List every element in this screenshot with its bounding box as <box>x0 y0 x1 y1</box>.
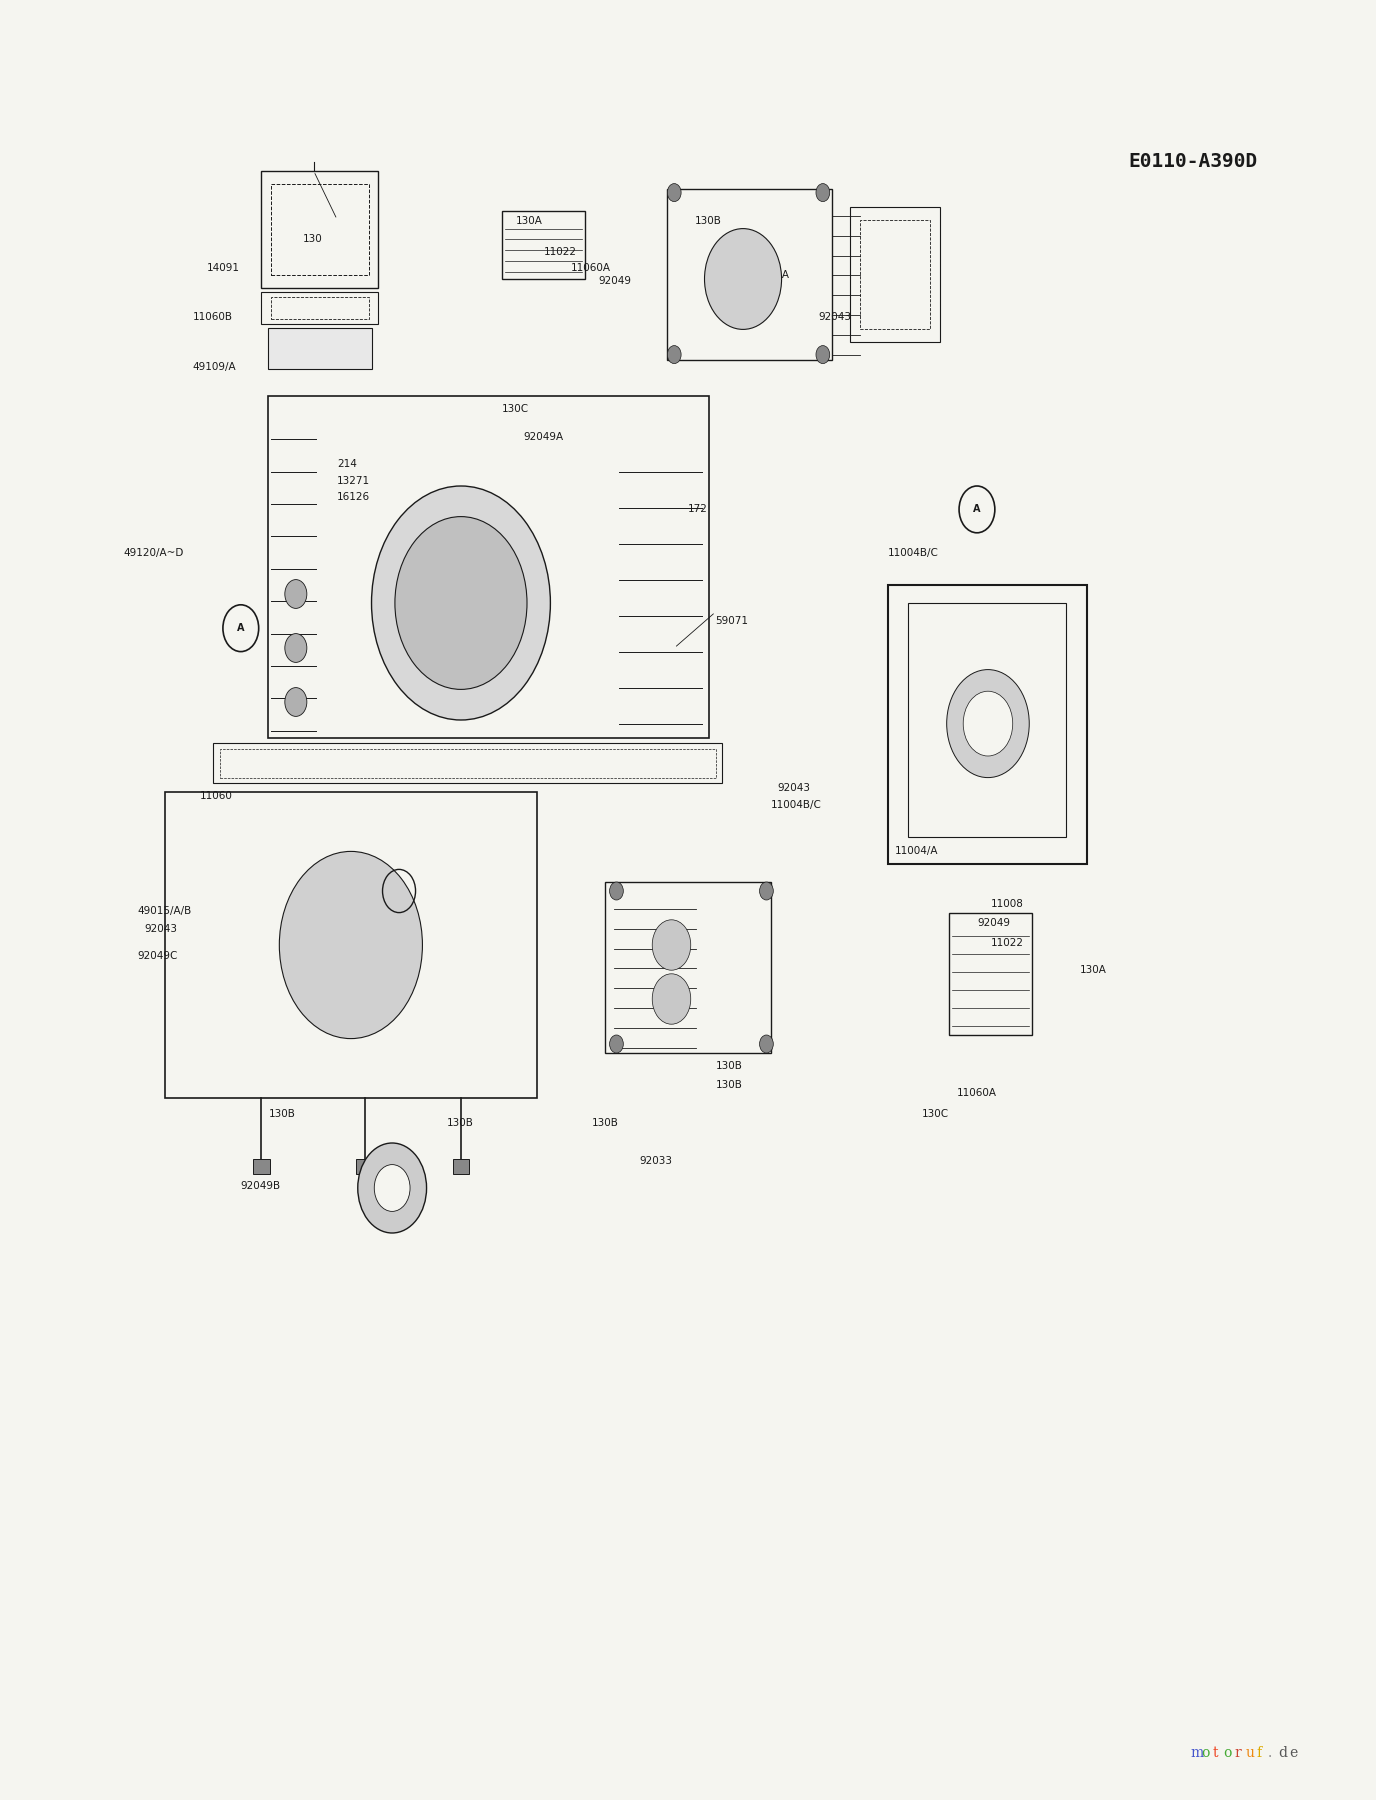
Text: o: o <box>1201 1746 1210 1760</box>
Text: 130: 130 <box>303 234 322 245</box>
Text: 59071: 59071 <box>716 616 749 626</box>
Circle shape <box>667 346 681 364</box>
Circle shape <box>947 670 1029 778</box>
Text: 11060B: 11060B <box>193 311 233 322</box>
Text: 11060: 11060 <box>200 790 233 801</box>
Text: .: . <box>1267 1746 1271 1760</box>
Text: E0110-A390D: E0110-A390D <box>1128 151 1258 171</box>
Circle shape <box>358 1143 427 1233</box>
Text: 13271: 13271 <box>337 475 370 486</box>
Text: A: A <box>973 504 981 515</box>
Bar <box>605 882 771 1053</box>
Circle shape <box>760 1035 773 1053</box>
Text: r: r <box>1234 1746 1241 1760</box>
Text: 16126: 16126 <box>337 491 370 502</box>
Circle shape <box>279 851 422 1039</box>
Circle shape <box>652 974 691 1024</box>
Text: 11004B/C: 11004B/C <box>888 547 938 558</box>
Text: 214: 214 <box>337 459 356 470</box>
Bar <box>453 1159 469 1174</box>
Text: 92049C: 92049C <box>138 950 178 961</box>
Bar <box>908 603 1066 837</box>
Text: 14091: 14091 <box>206 263 239 274</box>
Text: 130C: 130C <box>922 1109 949 1120</box>
Text: t: t <box>1212 1746 1218 1760</box>
Bar <box>261 292 378 324</box>
Circle shape <box>610 1035 623 1053</box>
Text: 130B: 130B <box>695 216 722 227</box>
Text: 11060A: 11060A <box>956 1087 996 1098</box>
Bar <box>356 1159 373 1174</box>
Bar <box>949 913 1032 1035</box>
Text: 92033: 92033 <box>640 1156 673 1166</box>
Text: 92049: 92049 <box>599 275 632 286</box>
Bar <box>860 220 930 329</box>
Bar <box>261 171 378 288</box>
Text: 11008: 11008 <box>991 898 1024 909</box>
Text: 130C: 130C <box>502 403 530 414</box>
Bar <box>667 189 832 360</box>
Circle shape <box>705 229 782 329</box>
Text: u: u <box>1245 1746 1255 1760</box>
Text: 130B: 130B <box>716 1060 743 1071</box>
Bar <box>271 297 369 319</box>
Text: 130A: 130A <box>1080 965 1108 976</box>
Bar <box>253 1159 270 1174</box>
Circle shape <box>652 920 691 970</box>
Text: 49109/A: 49109/A <box>193 362 237 373</box>
Circle shape <box>667 184 681 202</box>
Text: m: m <box>1190 1746 1204 1760</box>
Circle shape <box>760 882 773 900</box>
Bar <box>502 211 585 279</box>
Text: 92049: 92049 <box>977 918 1010 929</box>
Text: 11008A: 11008A <box>750 270 790 281</box>
Text: 11060A: 11060A <box>571 263 611 274</box>
Bar <box>268 396 709 738</box>
Bar <box>888 585 1087 864</box>
Text: 49015/A/B: 49015/A/B <box>138 905 191 916</box>
Text: d: d <box>1278 1746 1288 1760</box>
Circle shape <box>285 688 307 716</box>
Circle shape <box>816 184 830 202</box>
Text: f: f <box>1256 1746 1262 1760</box>
Text: 11004/A: 11004/A <box>894 846 938 857</box>
Bar <box>268 328 372 369</box>
Text: 130B: 130B <box>716 1080 743 1091</box>
Text: 92049A: 92049A <box>523 432 563 443</box>
Circle shape <box>374 1165 410 1211</box>
Bar <box>271 184 369 275</box>
Bar <box>220 749 716 778</box>
Circle shape <box>285 634 307 662</box>
Bar <box>165 792 537 1098</box>
Text: 92033: 92033 <box>330 862 363 873</box>
Circle shape <box>285 580 307 608</box>
Text: 92043: 92043 <box>819 311 852 322</box>
Text: 11004B/C: 11004B/C <box>771 799 821 810</box>
Circle shape <box>395 517 527 689</box>
Bar <box>850 207 940 342</box>
Text: 11022: 11022 <box>544 247 577 257</box>
Text: 130A: 130A <box>516 216 544 227</box>
Text: 49120/A~D: 49120/A~D <box>124 547 184 558</box>
Text: 130B: 130B <box>447 1118 475 1129</box>
Text: 92043: 92043 <box>144 923 178 934</box>
Text: 92049B: 92049B <box>241 1181 281 1192</box>
Text: 130B: 130B <box>592 1118 619 1129</box>
Text: 92043: 92043 <box>777 783 810 794</box>
Circle shape <box>963 691 1013 756</box>
Text: 172: 172 <box>688 504 707 515</box>
Text: o: o <box>1223 1746 1232 1760</box>
Circle shape <box>610 882 623 900</box>
Text: 11022: 11022 <box>991 938 1024 949</box>
Bar <box>213 743 722 783</box>
Text: A: A <box>237 623 245 634</box>
Text: 130B: 130B <box>268 1109 296 1120</box>
Circle shape <box>816 346 830 364</box>
Circle shape <box>372 486 550 720</box>
Text: e: e <box>1289 1746 1298 1760</box>
